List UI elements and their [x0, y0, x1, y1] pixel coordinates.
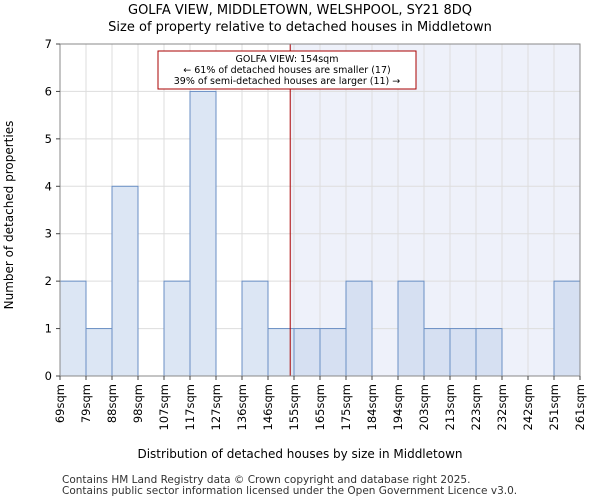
bars — [59, 90, 581, 377]
bar-251sqm — [553, 280, 581, 377]
bar-136sqm — [241, 280, 269, 377]
x-tick-label: 232sqm — [495, 384, 509, 430]
y-tick-label: 2 — [45, 274, 52, 288]
highlight-region — [290, 44, 580, 376]
bar-194sqm — [397, 280, 425, 377]
y-tick-label: 0 — [45, 369, 52, 383]
x-tick-label: 155sqm — [287, 384, 301, 430]
x-tick-label: 175sqm — [339, 384, 353, 430]
chart-subtitle: Size of property relative to detached ho… — [108, 20, 492, 35]
x-tick-label: 203sqm — [417, 384, 431, 430]
x-tick-label: 98sqm — [131, 384, 145, 423]
bar-107sqm — [163, 280, 191, 377]
x-tick-label: 117sqm — [183, 384, 197, 430]
annotation-line-3: 39% of semi-detached houses are larger (… — [174, 76, 401, 87]
y-tick-label: 4 — [45, 179, 52, 193]
annotation-line-1: GOLFA VIEW: 154sqm — [236, 54, 339, 65]
bar-165sqm — [319, 328, 347, 377]
x-tick-label: 69sqm — [53, 384, 67, 423]
bar-175sqm — [345, 280, 373, 377]
x-axis-label: Distribution of detached houses by size … — [137, 447, 462, 461]
x-tick-label: 251sqm — [547, 384, 561, 430]
bar-223sqm — [475, 328, 503, 377]
y-tick-label: 6 — [45, 84, 52, 98]
x-tick-label: 136sqm — [235, 384, 249, 430]
bar-155sqm — [293, 328, 321, 377]
y-tick-label: 5 — [45, 132, 52, 146]
y-axis-label: Number of detached properties — [2, 121, 16, 310]
x-tick-label: 146sqm — [261, 384, 275, 430]
x-tick-label: 242sqm — [521, 384, 535, 430]
footer-line-1: Contains HM Land Registry data © Crown c… — [62, 474, 470, 486]
bar-203sqm — [423, 328, 451, 377]
x-ticks: 69sqm 79sqm 88sqm 98sqm 107sqm 117sqm 127sqm 13… — [53, 376, 587, 430]
bar-213sqm — [449, 328, 477, 377]
annotation-frame — [157, 50, 417, 90]
y-tick-label: 3 — [45, 227, 52, 241]
chart-title: GOLFA VIEW, MIDDLETOWN, WELSHPOOL, SY21 … — [128, 3, 472, 18]
x-tick-label: 213sqm — [443, 384, 457, 430]
x-tick-label: 79sqm — [79, 384, 93, 423]
bar-117sqm — [189, 90, 217, 377]
x-tick-label: 165sqm — [313, 384, 327, 430]
annotation-box: GOLFA VIEW: 154sqm ← 61% of detached hou… — [157, 50, 417, 90]
x-tick-label: 88sqm — [105, 384, 119, 423]
x-tick-label: 223sqm — [469, 384, 483, 430]
footer-line-2: Contains public sector information licen… — [62, 485, 517, 497]
x-tick-label: 127sqm — [209, 384, 223, 430]
x-tick-label: 261sqm — [573, 384, 587, 430]
bar-69sqm — [59, 280, 87, 377]
bar-79sqm — [85, 328, 113, 377]
x-tick-label: 194sqm — [391, 384, 405, 430]
bar-146sqm — [267, 328, 295, 377]
y-ticks: 0 1 2 3 4 5 6 7 — [45, 37, 60, 383]
annotation-line-2: ← 61% of detached houses are smaller (17… — [183, 65, 390, 76]
x-tick-label: 184sqm — [365, 384, 379, 430]
x-tick-label: 107sqm — [157, 384, 171, 430]
bar-88sqm — [111, 185, 139, 377]
y-tick-label: 7 — [45, 37, 52, 51]
y-tick-label: 1 — [45, 322, 52, 336]
